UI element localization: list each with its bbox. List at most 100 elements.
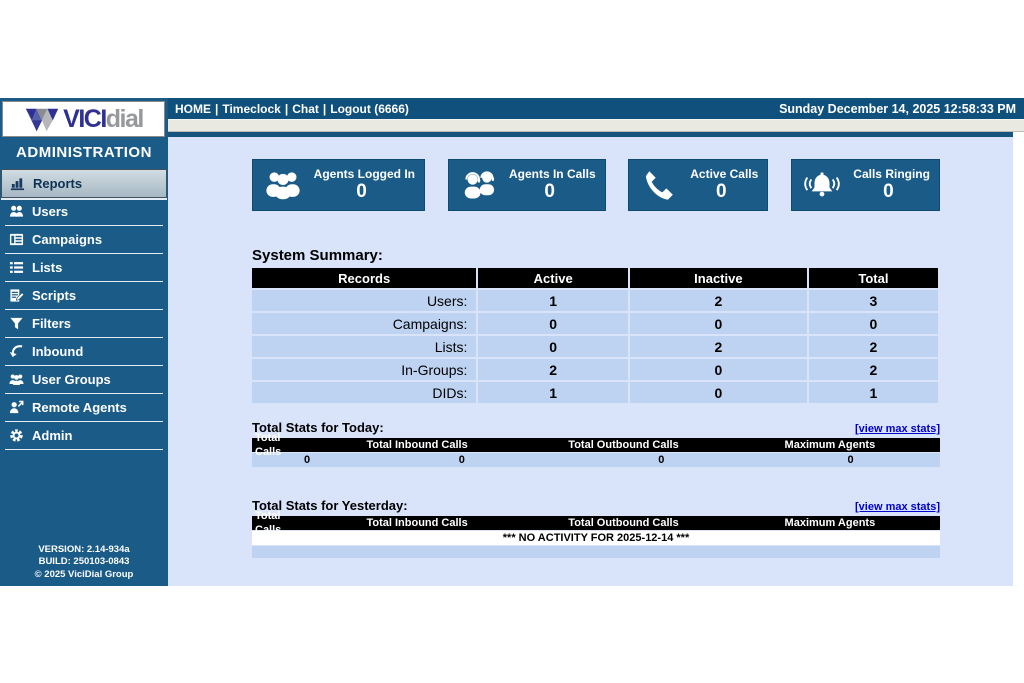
- row-total-value: 1: [808, 382, 938, 403]
- column-header-total-inbound: Total Inbound Calls: [366, 517, 468, 529]
- sidebar-item-label: Lists: [32, 259, 63, 275]
- row-total-value: 0: [808, 313, 938, 334]
- main-area: HOME | Timeclock | Chat | Logout (6666) Sunday…: [168, 98, 1024, 586]
- row-active-value: 0: [478, 313, 628, 334]
- card-label: Agents In Calls: [508, 167, 596, 181]
- sidebar-item-label: Reports: [33, 175, 83, 191]
- administration-title: ADMINISTRATION: [16, 144, 152, 161]
- column-header-inactive: Inactive: [629, 268, 807, 288]
- row-inactive-value: 2: [629, 290, 807, 311]
- card-active-calls: Active Calls 0: [628, 159, 769, 211]
- stats-today-title: Total Stats for Today:: [252, 420, 384, 435]
- row-active-value: 1: [478, 382, 628, 403]
- stats-yesterday-section: Total Stats for Yesterday: [view max sta…: [252, 498, 940, 558]
- card-calls-ringing: Calls Ringing 0: [790, 159, 940, 211]
- sidebar-item-campaigns[interactable]: Campaigns: [5, 226, 163, 254]
- sidebar-item-inbound[interactable]: Inbound: [5, 338, 163, 366]
- sidebar-item-label: Inbound: [32, 343, 84, 359]
- no-activity-message: *** NO ACTIVITY FOR 2025-12-14 ***: [252, 531, 940, 545]
- sidebar-item-label: Admin: [32, 427, 73, 443]
- system-summary-table: Records Active Inactive Total Users: 1 2…: [250, 266, 940, 405]
- stats-yesterday-heading: Total Stats for Yesterday: [view max sta…: [252, 498, 940, 513]
- stats-today-section: Total Stats for Today: [view max stats] …: [252, 420, 940, 467]
- copyright-line: © 2025 ViciDial Group: [34, 568, 134, 580]
- max-agents-value: 0: [847, 454, 854, 466]
- inbound-arrow-icon: [8, 343, 24, 359]
- sidebar: VICIdial ADMINISTRATION Reports Users: [0, 98, 168, 586]
- toolbar-strip: [168, 119, 1024, 132]
- card-value: 0: [716, 181, 727, 202]
- logout-link[interactable]: Logout (6666): [330, 101, 409, 116]
- column-header-total-calls: Total Calls: [255, 432, 282, 458]
- sidebar-item-filters[interactable]: Filters: [5, 310, 163, 338]
- sidebar-item-lists[interactable]: Lists: [5, 254, 163, 282]
- card-value: 0: [356, 181, 367, 202]
- row-label: Users:: [252, 290, 477, 311]
- sidebar-item-label: Campaigns: [32, 231, 103, 247]
- agents-group-icon: [264, 168, 302, 202]
- sidebar-item-label: User Groups: [32, 371, 111, 387]
- remote-agent-icon: [8, 399, 24, 415]
- sidebar-item-label: Remote Agents: [32, 399, 127, 415]
- row-label: Lists:: [252, 336, 477, 357]
- view-max-stats-link[interactable]: [view max stats]: [855, 501, 940, 513]
- row-total-value: 2: [808, 359, 938, 380]
- sidebar-menu: Reports Users Campaigns: [0, 169, 168, 450]
- logo-dial-text: dial: [105, 104, 145, 133]
- stats-yesterday-title: Total Stats for Yesterday:: [252, 498, 408, 513]
- sidebar-item-admin[interactable]: Admin: [5, 422, 163, 450]
- column-header-total-outbound: Total Outbound Calls: [568, 439, 679, 451]
- column-header-active: Active: [478, 268, 628, 288]
- sidebar-item-user-groups[interactable]: User Groups: [5, 366, 163, 394]
- card-text: Calls Ringing 0: [841, 167, 930, 203]
- empty-stats-row: [252, 546, 940, 558]
- row-active-value: 1: [478, 290, 628, 311]
- column-header-total: Total: [808, 268, 938, 288]
- scripts-icon: [8, 287, 24, 303]
- agents-headset-icon: [460, 168, 498, 202]
- summary-header-row: Records Active Inactive Total: [252, 268, 938, 288]
- sidebar-item-users[interactable]: Users: [5, 198, 163, 226]
- stats-today-values-row: 0 0 0 0: [252, 453, 940, 467]
- table-row-lists: Lists: 0 2 2: [252, 336, 938, 357]
- sidebar-item-label: Filters: [32, 315, 72, 331]
- row-inactive-value: 2: [629, 336, 807, 357]
- card-value: 0: [544, 181, 555, 202]
- filter-icon: [8, 315, 24, 331]
- gear-icon: [8, 427, 24, 443]
- sidebar-item-remote-agents[interactable]: Remote Agents: [5, 394, 163, 422]
- card-label: Agents Logged In: [313, 167, 415, 181]
- nav-separator: |: [284, 101, 289, 116]
- row-total-value: 3: [808, 290, 938, 311]
- table-row-campaigns: Campaigns: 0 0 0: [252, 313, 938, 334]
- sidebar-item-reports[interactable]: Reports: [1, 169, 167, 198]
- stat-cards-row: Agents Logged In 0 Agents In Calls 0: [252, 159, 940, 211]
- column-header-max-agents: Maximum Agents: [784, 517, 876, 529]
- build-line: BUILD: 250103-0843: [38, 556, 130, 568]
- timeclock-link[interactable]: Timeclock: [222, 101, 281, 116]
- vicidial-logo-icon: [25, 108, 59, 131]
- datetime-display: Sunday December 14, 2025 12:58:33 PM: [779, 101, 1016, 116]
- total-calls-value: 0: [303, 454, 311, 466]
- version-info: VERSION: 2.14-934a BUILD: 250103-0843 © …: [0, 544, 168, 586]
- row-label: DIDs:: [252, 382, 477, 403]
- topbar: HOME | Timeclock | Chat | Logout (6666) Sunday…: [168, 98, 1024, 119]
- stats-today-heading: Total Stats for Today: [view max stats]: [252, 420, 940, 435]
- nav-separator: |: [322, 101, 327, 116]
- card-label: Calls Ringing: [853, 167, 930, 181]
- chat-link[interactable]: Chat: [292, 101, 319, 116]
- sidebar-item-scripts[interactable]: Scripts: [5, 282, 163, 310]
- view-max-stats-link[interactable]: [view max stats]: [855, 423, 940, 435]
- column-header-total-inbound: Total Inbound Calls: [366, 439, 468, 451]
- home-link[interactable]: HOME: [175, 101, 211, 116]
- vicidial-logo[interactable]: VICIdial: [2, 101, 165, 137]
- card-text: Agents Logged In 0: [302, 167, 415, 203]
- phone-handset-icon: [640, 168, 678, 202]
- app-frame: VICIdial ADMINISTRATION Reports Users: [0, 98, 1024, 586]
- logo-text: VICIdial: [63, 104, 145, 133]
- column-header-total-outbound: Total Outbound Calls: [568, 517, 679, 529]
- card-agents-in-calls: Agents In Calls 0: [447, 159, 606, 211]
- bar-chart-icon: [9, 175, 25, 191]
- total-inbound-value: 0: [458, 454, 465, 466]
- row-active-value: 0: [478, 336, 628, 357]
